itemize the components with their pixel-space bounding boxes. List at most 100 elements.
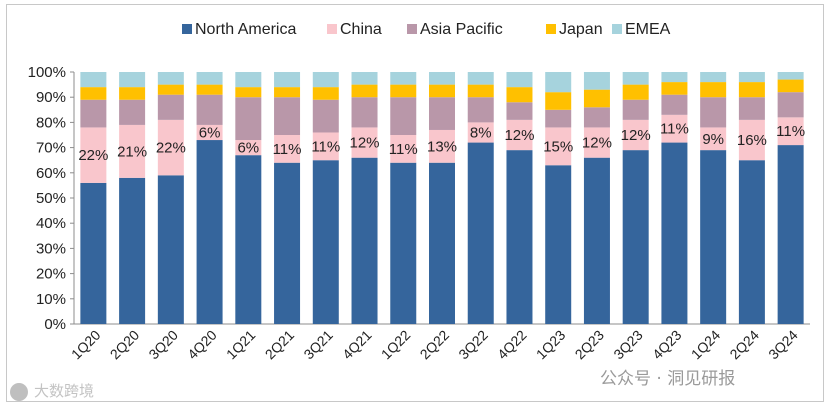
data-label: 22% [156, 140, 186, 157]
bar-segment [506, 150, 533, 324]
x-tick-label: 2Q22 [417, 327, 453, 363]
bar-segment [312, 132, 339, 161]
bar-segment [777, 79, 804, 93]
data-label: 6% [237, 140, 259, 157]
bar-segment [196, 84, 223, 95]
bar-segment [119, 177, 146, 324]
bar-segment [700, 72, 727, 83]
bar-segment [429, 84, 455, 98]
legend-item: Asia Pacific [407, 21, 503, 38]
bar-segment [80, 72, 107, 88]
x-tick-label: 4Q22 [494, 327, 530, 363]
bar-segment [274, 97, 301, 135]
bar-segment [506, 102, 533, 120]
x-tick-label: 3Q20 [145, 327, 181, 363]
bar-segment [429, 162, 455, 324]
bar-segment [545, 109, 572, 128]
y-tick-label: 60% [36, 165, 66, 182]
x-tick-label: 2Q23 [572, 327, 608, 363]
bar-segment [196, 140, 223, 324]
bar-segment [661, 94, 688, 115]
bar-segment [196, 72, 223, 85]
bar-segment [274, 162, 301, 324]
data-label: 22% [78, 147, 108, 164]
x-tick-label: 4Q20 [184, 327, 220, 363]
bar-segment [157, 94, 184, 120]
bar-segment [235, 72, 262, 88]
bar-segment [738, 119, 765, 161]
data-label: 15% [543, 138, 573, 155]
bar-segment [777, 145, 804, 324]
bar-segment [661, 114, 688, 143]
bar-segment [777, 92, 804, 118]
legend-swatch [407, 24, 417, 34]
watermark-logo-icon [10, 382, 28, 401]
y-tick-label: 70% [36, 140, 66, 157]
x-tick-label: 2Q24 [726, 327, 762, 363]
bar-segment [661, 142, 688, 324]
y-tick-label: 30% [36, 240, 66, 257]
bar-segment [274, 135, 301, 163]
data-label: 21% [117, 143, 147, 160]
bar-segment [429, 129, 455, 163]
bar-segment [583, 89, 610, 108]
bar-segment [312, 87, 339, 100]
legend-swatch [182, 24, 192, 34]
bar-segment [661, 72, 688, 83]
x-tick-label: 4Q21 [339, 327, 375, 363]
bar-segment [235, 140, 262, 156]
bar-segment [777, 117, 804, 146]
bar-segment [196, 94, 223, 125]
bar-segment [80, 99, 107, 128]
y-tick-label: 0% [44, 316, 66, 333]
bar-segment [235, 87, 262, 98]
bar-segment [351, 84, 378, 98]
data-label: 12% [350, 135, 380, 152]
bar-segment [467, 97, 494, 123]
bar-segment [157, 72, 184, 85]
bar-segment [506, 119, 533, 151]
legend-swatch [612, 24, 622, 34]
y-tick-label: 100% [28, 64, 66, 81]
legend-item: Japan [546, 21, 603, 38]
bar-segment [506, 72, 533, 88]
bar-segment [429, 97, 455, 130]
bar-segment [661, 82, 688, 95]
legend-label: EMEA [625, 21, 671, 38]
x-tick-label: 2Q21 [262, 327, 298, 363]
x-tick-label: 1Q23 [533, 327, 569, 363]
y-tick-label: 10% [36, 291, 66, 308]
x-tick-label: 1Q20 [68, 327, 104, 363]
data-label: 8% [470, 124, 492, 141]
data-label: 13% [427, 138, 457, 155]
x-tick-label: 3Q22 [455, 327, 491, 363]
bar-segment [467, 72, 494, 85]
y-tick-label: 90% [36, 89, 66, 106]
legend-item: China [327, 21, 382, 38]
bar-segment [738, 82, 765, 98]
chart-frame [6, 4, 824, 402]
bar-segment [235, 155, 262, 324]
data-label: 11% [660, 121, 689, 138]
legend-label: Japan [559, 21, 603, 38]
data-label: 11% [776, 123, 805, 140]
bar-segment [196, 124, 223, 141]
bar-segment [390, 97, 417, 135]
data-label: 11% [311, 138, 340, 155]
bar-segment [545, 72, 572, 93]
bar-segment [583, 107, 610, 128]
legend-item: North America [182, 21, 296, 38]
bar-segment [700, 127, 727, 151]
bar-segment [351, 72, 378, 85]
bar-segment [467, 84, 494, 98]
bar-segment [119, 124, 146, 178]
x-tick-label: 4Q23 [649, 327, 685, 363]
bar-segment [583, 157, 610, 324]
bar-segment [622, 72, 649, 85]
x-tick-label: 3Q21 [300, 327, 336, 363]
legend-label: China [340, 21, 382, 38]
bar-segment [312, 160, 339, 324]
bar-segment [467, 122, 494, 143]
bar-segment [351, 127, 378, 158]
